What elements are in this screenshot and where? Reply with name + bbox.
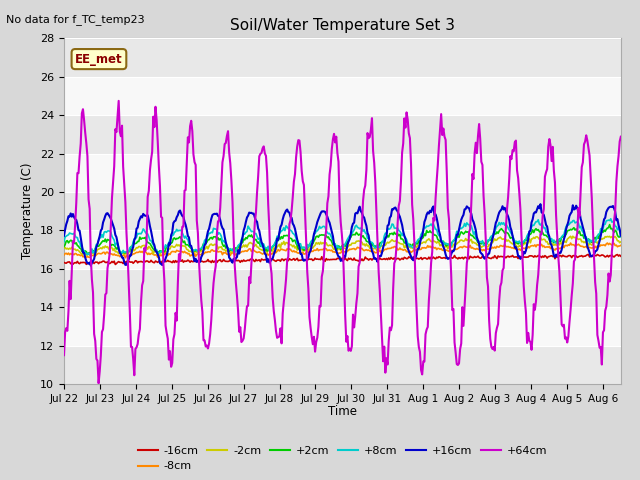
+16cm [393,207,401,213]
-16cm [617,253,625,259]
-2cm [393,237,401,243]
Bar [64,230,621,269]
Legend: -16cm, -8cm, -2cm, +2cm, +8cm, +16cm, +64cm: -16cm, -8cm, -2cm, +2cm, +8cm, +16cm, +6… [134,442,551,476]
Text: No data for f_TC_temp23: No data for f_TC_temp23 [6,14,145,25]
Bar [64,77,621,115]
-16cm [362,256,370,262]
-16cm [111,262,119,267]
-16cm [329,256,337,262]
-2cm [326,242,333,248]
-8cm [362,247,370,252]
+64cm [364,130,371,136]
+64cm [60,352,68,358]
Bar [64,115,621,154]
+16cm [60,233,68,239]
-2cm [606,233,614,239]
+2cm [326,237,333,242]
Line: -16cm: -16cm [64,254,621,264]
-16cm [393,256,401,262]
Line: -8cm: -8cm [64,243,621,258]
-16cm [60,260,68,265]
-2cm [617,239,625,245]
+2cm [60,244,68,250]
+2cm [84,252,92,257]
-8cm [60,252,68,258]
+2cm [606,222,614,228]
+16cm [362,223,370,228]
-2cm [60,245,68,251]
+2cm [518,240,525,246]
Line: -2cm: -2cm [64,236,621,255]
+16cm [606,204,614,210]
Line: +16cm: +16cm [64,204,621,265]
+8cm [326,230,333,236]
+8cm [60,239,68,245]
Bar [64,154,621,192]
-8cm [617,242,625,248]
+16cm [87,263,95,268]
-8cm [393,245,401,251]
+16cm [326,220,333,226]
+64cm [327,163,335,168]
-16cm [584,252,592,257]
+2cm [329,242,337,248]
-16cm [326,257,333,263]
Title: Soil/Water Temperature Set 3: Soil/Water Temperature Set 3 [230,18,455,33]
+2cm [617,233,625,239]
Bar [64,38,621,77]
+16cm [518,254,525,260]
Line: +64cm: +64cm [64,101,621,383]
+8cm [617,234,625,240]
+2cm [393,231,401,237]
-8cm [326,247,333,253]
+64cm [519,257,527,263]
+64cm [394,220,401,226]
+16cm [536,201,544,207]
+64cm [617,134,625,140]
-8cm [606,240,614,246]
Bar [64,269,621,307]
Bar [64,307,621,346]
-2cm [329,245,337,251]
Bar [64,192,621,230]
-8cm [604,240,611,246]
-8cm [518,246,525,252]
+16cm [617,233,625,239]
Text: EE_met: EE_met [75,53,123,66]
Line: +8cm: +8cm [64,219,621,255]
-16cm [606,253,614,259]
+8cm [329,237,337,243]
+8cm [607,216,614,222]
-16cm [518,254,525,260]
-2cm [569,233,577,239]
+16cm [329,233,337,239]
-2cm [86,252,93,258]
+8cm [518,242,525,248]
-8cm [329,249,337,255]
-8cm [122,255,129,261]
+8cm [86,252,93,258]
Bar [64,346,621,384]
+2cm [362,238,370,244]
+8cm [393,225,401,231]
+64cm [115,98,122,104]
Y-axis label: Temperature (C): Temperature (C) [22,163,35,260]
+64cm [606,278,614,284]
+64cm [330,131,338,137]
+8cm [605,217,612,223]
+64cm [95,380,102,386]
Line: +2cm: +2cm [64,225,621,254]
X-axis label: Time: Time [328,405,357,418]
+2cm [605,225,612,230]
+8cm [362,231,370,237]
-2cm [518,242,525,248]
-2cm [362,241,370,247]
